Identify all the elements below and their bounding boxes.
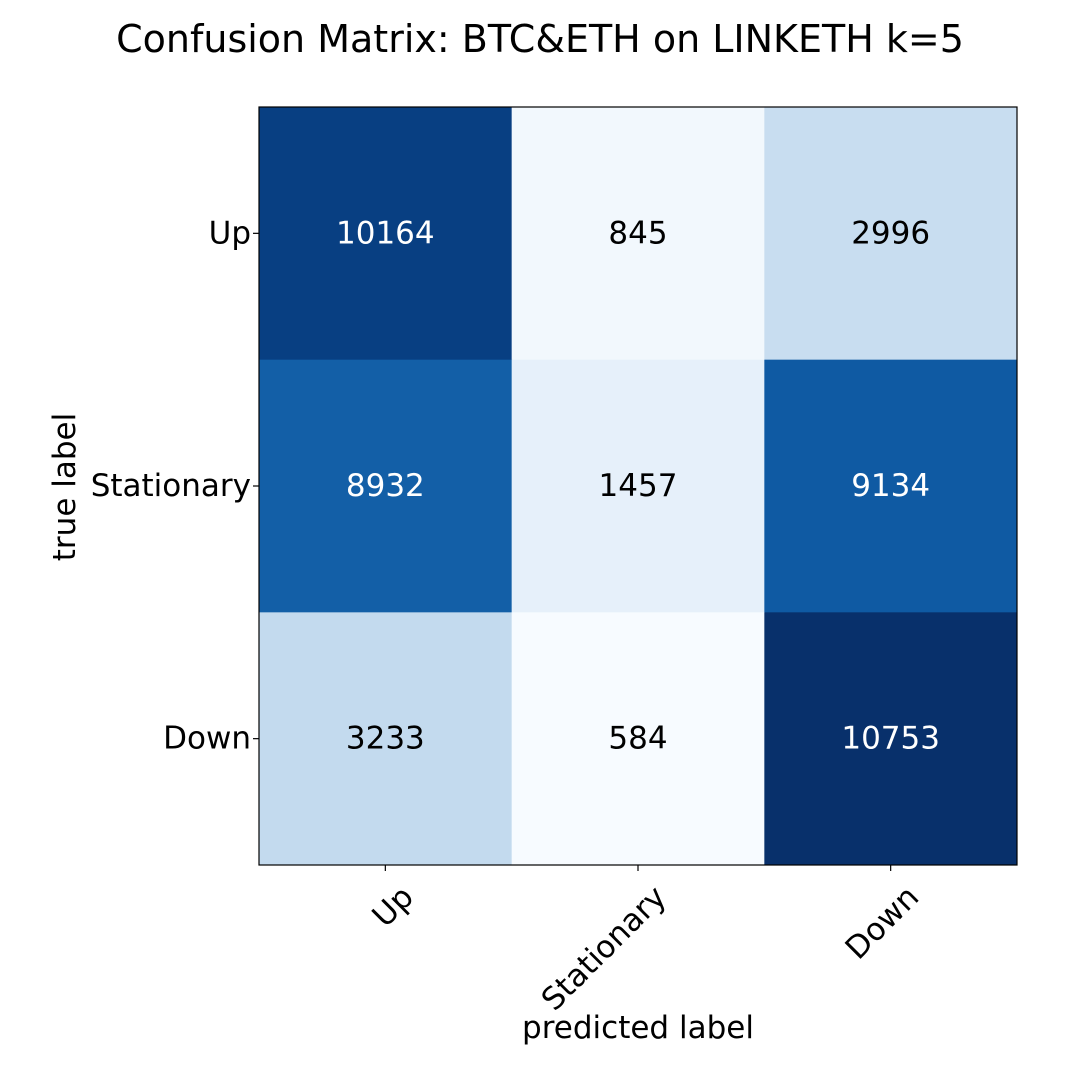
heatmap-cell-value: 584 xyxy=(608,721,667,757)
y-axis-ticks: Up Stationary Down xyxy=(91,215,259,757)
heatmap-cell-labels: 10164 845 2996 8932 1457 9134 3233 584 10753 xyxy=(336,215,940,756)
heatmap-cell xyxy=(764,107,1018,361)
y-tick-label: Up xyxy=(209,215,251,251)
heatmap-cell-value: 9134 xyxy=(851,468,930,504)
x-axis-label: predicted label xyxy=(522,1010,754,1046)
heatmap-cell xyxy=(511,359,765,613)
heatmap-cell-value: 2996 xyxy=(851,215,930,251)
heatmap-cell xyxy=(511,107,765,361)
heatmap-cell-value: 3233 xyxy=(346,721,425,757)
heatmap-cell xyxy=(259,612,513,866)
y-tick-label: Down xyxy=(163,721,251,757)
heatmap-cell xyxy=(511,612,765,866)
heatmap-cell-value: 1457 xyxy=(599,468,678,504)
heatmap-cell-value: 10753 xyxy=(841,721,940,757)
heatmap-cell xyxy=(259,107,513,361)
heatmap-cell-value: 10164 xyxy=(336,215,435,251)
chart-title: Confusion Matrix: BTC&ETH on LINKETH k=5 xyxy=(116,17,964,61)
heatmap-cell xyxy=(764,612,1018,866)
heatmap-cell xyxy=(764,359,1018,613)
x-tick-label: Stationary xyxy=(535,879,674,1018)
heatmap-cell-value: 8932 xyxy=(346,468,425,504)
y-tick-label: Stationary xyxy=(91,468,251,504)
heatmap-cells xyxy=(259,107,1018,866)
heatmap-cell-value: 845 xyxy=(608,215,667,251)
y-axis-label: true label xyxy=(47,413,83,561)
heatmap-cell xyxy=(259,359,513,613)
x-tick-label: Up xyxy=(365,879,420,934)
x-axis-ticks: Up Stationary Down xyxy=(365,865,926,1018)
x-tick-label: Down xyxy=(839,879,927,967)
